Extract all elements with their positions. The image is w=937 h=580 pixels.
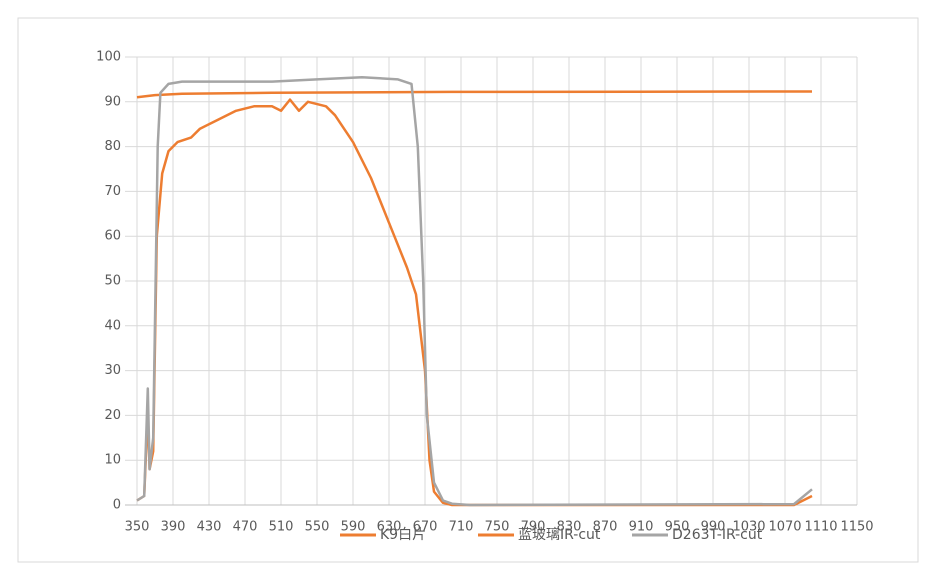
- y-tick-label: 10: [104, 453, 121, 468]
- x-tick-label: 1110: [804, 520, 837, 535]
- lines: [136, 75, 813, 507]
- x-tick-label: 590: [341, 520, 366, 535]
- x-tick-label: 550: [305, 520, 330, 535]
- y-tick-label: 30: [104, 363, 121, 378]
- x-tick-label: 1150: [840, 520, 873, 535]
- x-tick-label: 990: [701, 520, 726, 535]
- x-tick-label: 630: [377, 520, 402, 535]
- y-tick-label: 40: [104, 318, 121, 333]
- y-tick-label: 70: [104, 184, 121, 199]
- x-tick-label: 350: [125, 520, 150, 535]
- grid: [125, 56, 858, 506]
- x-tick-label: 950: [665, 520, 690, 535]
- y-tick-label: 90: [104, 94, 121, 109]
- x-tick-label: 430: [197, 520, 222, 535]
- series-line: [136, 75, 813, 507]
- x-tick-label: 470: [233, 520, 258, 535]
- series-line: [136, 90, 813, 99]
- x-tick-label: 750: [485, 520, 510, 535]
- x-tick-label: 510: [269, 520, 294, 535]
- x-tick-label: 830: [557, 520, 582, 535]
- x-tick-label: 870: [593, 520, 618, 535]
- y-tick-label: 60: [104, 229, 121, 244]
- y-tick-label: 100: [96, 50, 121, 65]
- x-tick-label: 710: [449, 520, 474, 535]
- x-tick-label: 1030: [732, 520, 765, 535]
- legend-label: D263T-IR-cut: [672, 527, 763, 543]
- y-tick-label: 20: [104, 408, 121, 423]
- chart-frame: [17, 17, 919, 563]
- y-tick-label: 80: [104, 139, 121, 154]
- y-tick-label: 0: [113, 498, 121, 513]
- legend-label: 蓝玻璃IR-cut: [518, 526, 601, 543]
- x-tick-label: 670: [413, 520, 438, 535]
- legend-label: K9白片: [380, 527, 426, 543]
- x-tick-label: 1070: [768, 520, 801, 535]
- legend: K9白片 蓝玻璃IR-cut D263T-IR-cut: [340, 526, 763, 543]
- x-tick-label: 910: [629, 520, 654, 535]
- labels: 0 10 20 30 40 50 60 70 80 90 100 350 390 430 470 510 550…: [96, 50, 873, 535]
- x-tick-label: 790: [521, 520, 546, 535]
- y-tick-label: 50: [104, 274, 121, 289]
- x-tick-label: 390: [161, 520, 186, 535]
